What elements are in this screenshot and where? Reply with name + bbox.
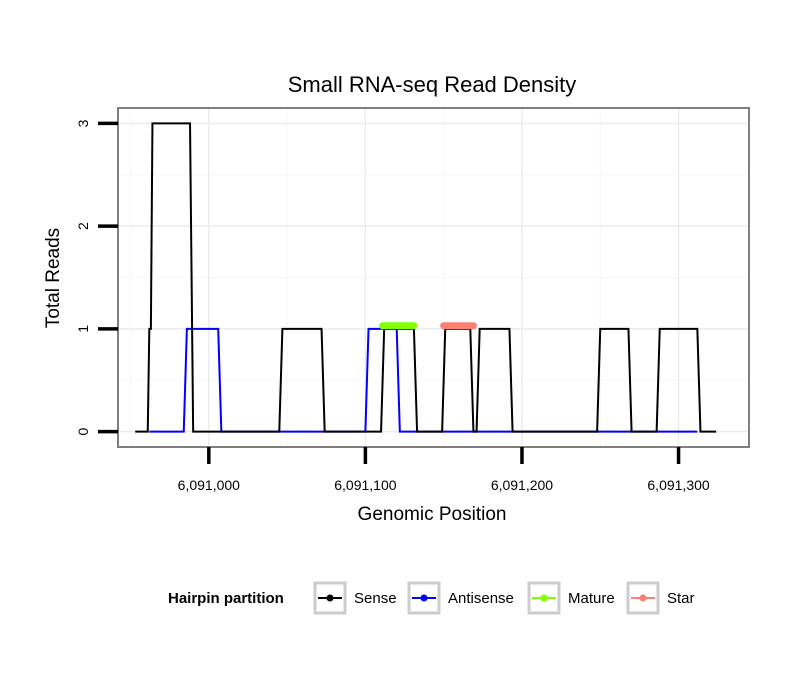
gridlines (118, 108, 749, 447)
legend-label-star: Star (667, 590, 695, 607)
y-tick-label: 0 (75, 427, 91, 435)
plot-panel (117, 107, 750, 448)
axes: 6,091,000 6,091,100 6,091,200 6,091,300 0 1 2 3 (75, 119, 710, 493)
legend-key-point-antisense (420, 594, 428, 602)
legend-label-mature: Mature (568, 590, 615, 607)
y-tick-label: 2 (75, 222, 91, 230)
legend-key-point-mature (540, 594, 548, 602)
legend: Hairpin partition Sense Antisense Mature St… (168, 581, 695, 615)
series-antisense-line (149, 327, 698, 433)
x-tick-label: 6,091,100 (334, 477, 396, 493)
legend-label-sense: Sense (354, 590, 397, 607)
legend-key-antisense (407, 581, 441, 615)
y-axis-title: Total Reads (43, 228, 64, 328)
y-tick-label: 1 (75, 325, 91, 333)
x-tick-label: 6,091,300 (647, 477, 709, 493)
legend-key-point-star (639, 594, 647, 602)
legend-key-point-sense (326, 594, 334, 602)
y-tick-label: 3 (75, 119, 91, 127)
series-sense-line (135, 122, 717, 433)
legend-title: Hairpin partition (168, 590, 284, 607)
x-axis-title: Genomic Position (358, 504, 507, 525)
legend-label-antisense: Antisense (448, 590, 514, 607)
x-tick-label: 6,091,000 (178, 477, 240, 493)
chart-title: Small RNA-seq Read Density (288, 72, 577, 97)
x-tick-label: 6,091,200 (491, 477, 553, 493)
series-layer (135, 122, 717, 433)
